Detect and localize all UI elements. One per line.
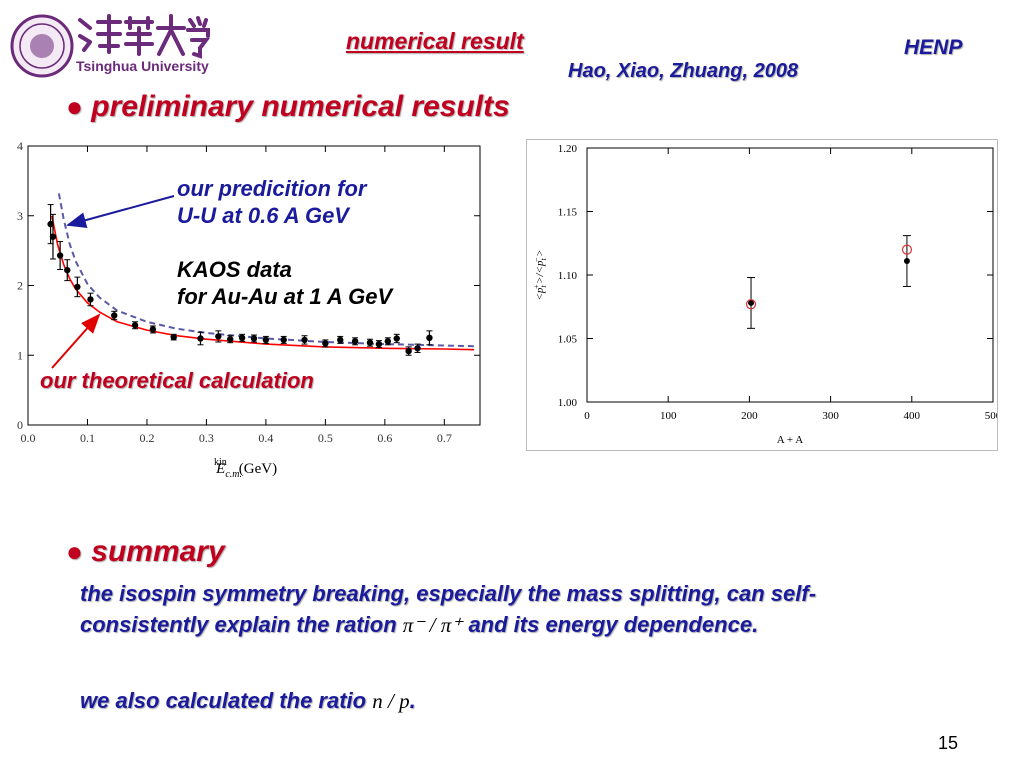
- y-tick-label: 0: [17, 418, 23, 432]
- y-tick-label: 3: [17, 209, 23, 223]
- prediction-annotation-line2: U-U at 0.6 A GeV: [177, 203, 349, 228]
- x-tick-label: 0.5: [318, 431, 333, 445]
- y-tick-label: 2: [17, 279, 23, 293]
- ratio-note-period: .: [409, 688, 416, 713]
- np-ratio-formula: n / p: [372, 689, 410, 713]
- slide-title: numerical result: [346, 28, 524, 54]
- x-tick-label: 0.0: [21, 431, 36, 445]
- group-label: HENP: [904, 36, 963, 59]
- data-point: [87, 296, 94, 303]
- summary-text-part2: and its energy dependence.: [468, 612, 759, 637]
- kaos-annotation-line2: for Au-Au at 1 A GeV: [177, 284, 393, 309]
- data-point: [49, 233, 57, 240]
- x-tick-label: 100: [660, 410, 677, 422]
- data-point: [197, 335, 204, 342]
- y-tick-label: 1.05: [558, 334, 578, 346]
- tsinghua-logo: Tsinghua University: [10, 10, 210, 82]
- x-tick-label: 0.4: [258, 431, 273, 445]
- plot-frame: [586, 147, 994, 403]
- y-tick-label: 1.20: [558, 143, 578, 155]
- data-point-filled: [748, 299, 755, 306]
- data-point-filled: [903, 258, 910, 265]
- summary-text-part1: the isospin symmetry breaking, especiall…: [80, 581, 817, 637]
- logo-text: Tsinghua University: [76, 58, 209, 74]
- prediction-annotation: our predicition for U-U at 0.6 A GeV: [177, 175, 366, 229]
- data-point: [131, 322, 139, 329]
- tsinghua-seal-icon: [10, 14, 210, 78]
- ratio-note-text: we also calculated the ratio: [80, 688, 367, 713]
- data-point: [426, 334, 433, 342]
- data-point: [393, 335, 400, 342]
- data-point: [280, 336, 287, 344]
- kaos-ratio-chart: 0.0 0.1 0.2 0.3 0.4 0.5 0.6 0.7 0 1 2 3 4 Ec.m.kin (Ge…: [17, 139, 481, 480]
- kaos-annotation-line1: KAOS data: [177, 257, 292, 282]
- y-tick-label: 1.15: [558, 207, 578, 219]
- data-point-open: [901, 244, 913, 255]
- y-tick-label: 1.10: [558, 270, 578, 282]
- y-axis-label: <pt+>/<pt−>: [532, 249, 548, 300]
- summary-heading-text: summary: [91, 535, 225, 568]
- data-point: [351, 338, 359, 345]
- data-point: [149, 326, 157, 333]
- x-tick-label: 0: [584, 410, 590, 422]
- prediction-annotation-line1: our predicition for: [177, 176, 367, 201]
- pt-ratio-chart: 0 100 200 300 400 500 1.00 1.05 1.10 1.15 1.20 A + …: [532, 143, 1002, 446]
- data-point: [250, 335, 258, 342]
- data-point: [47, 220, 54, 228]
- data-point: [111, 312, 118, 319]
- page-number: 15: [938, 733, 959, 753]
- x-tick-label: 300: [822, 410, 839, 422]
- x-tick-label: 200: [741, 410, 758, 422]
- data-point: [262, 336, 270, 344]
- data-point-open: [745, 299, 757, 310]
- data-point: [375, 340, 383, 348]
- y-tick-label: 1.00: [558, 397, 578, 409]
- data-point: [384, 338, 392, 345]
- x-axis-label: Ec.m.kin (GeV): [214, 457, 277, 480]
- bullet-icon: ●: [66, 91, 83, 122]
- data-point: [74, 283, 81, 291]
- data-point: [227, 336, 234, 343]
- data-point: [56, 252, 64, 259]
- data-point: [301, 336, 308, 344]
- x-tick-label: 0.3: [199, 431, 214, 445]
- x-tick-label: 0.1: [80, 431, 95, 445]
- kaos-annotation: KAOS data for Au-Au at 1 A GeV: [177, 256, 392, 310]
- data-point: [322, 340, 329, 347]
- ratio-note: we also calculated the ratio n / p.: [80, 688, 416, 714]
- x-tick-label: 400: [904, 410, 921, 422]
- authors-citation: Hao, Xiao, Zhuang, 2008: [568, 60, 799, 82]
- data-point: [238, 334, 246, 342]
- x-tick-label: 0.7: [437, 431, 452, 445]
- data-point: [64, 266, 71, 274]
- summary-paragraph: the isospin symmetry breaking, especiall…: [80, 578, 940, 641]
- data-point: [337, 336, 344, 344]
- data-point: [366, 339, 374, 346]
- data-point: [170, 333, 177, 341]
- x-tick-label: 0.6: [377, 431, 392, 445]
- x-axis-label: A + A: [777, 434, 803, 446]
- x-tick-label: 0.2: [139, 431, 154, 445]
- bullet-icon: ●: [66, 536, 83, 567]
- data-point: [414, 345, 421, 352]
- section-heading-summary: ● summary: [66, 535, 225, 569]
- data-point: [215, 333, 222, 340]
- x-tick-label: 500: [985, 410, 997, 422]
- data-point: [405, 347, 412, 355]
- y-tick-label: 1: [17, 348, 23, 362]
- y-tick-label: 4: [17, 139, 23, 153]
- theory-annotation: our theoretical calculation: [40, 368, 314, 393]
- pion-ratio-formula: π⁻ / π⁺: [402, 613, 463, 637]
- pt-ratio-chart-frame: 0 100 200 300 400 500 1.00 1.05 1.10 1.15 1.20 A + …: [526, 139, 1002, 451]
- section-heading-preliminary: ● preliminary numerical results: [66, 90, 510, 124]
- section-heading-text: preliminary numerical results: [91, 90, 510, 123]
